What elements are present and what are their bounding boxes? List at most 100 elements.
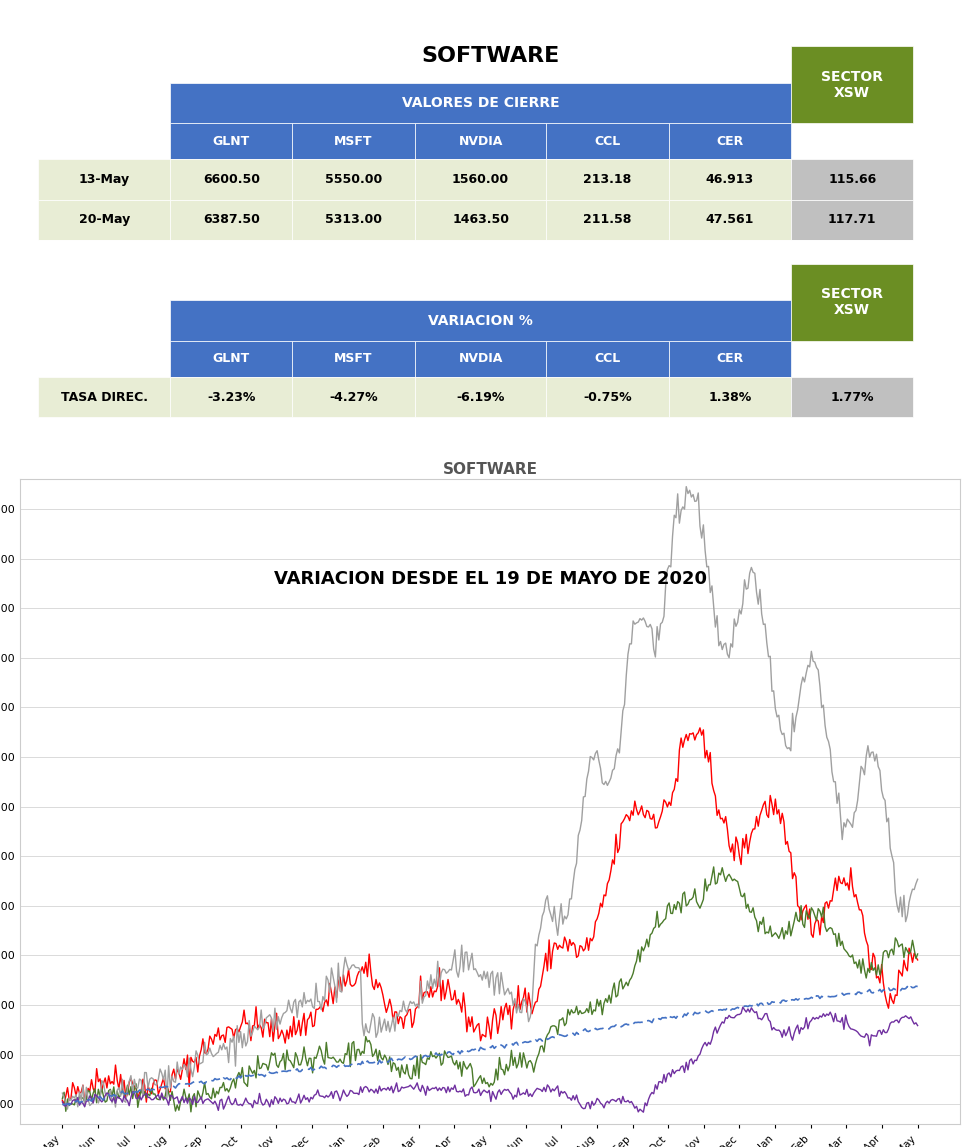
Bar <box>292 341 415 377</box>
Bar <box>292 123 415 159</box>
CCL <box>638 1106 650 1119</box>
NVDIA <box>911 873 923 887</box>
NVDIA <box>895 890 906 904</box>
CER <box>64 1098 75 1111</box>
Line: GLNT: GLNT <box>63 728 917 1103</box>
Bar <box>791 200 913 240</box>
CER <box>57 1098 69 1111</box>
GLNT <box>57 1093 69 1107</box>
Line: CCL: CCL <box>63 1007 917 1113</box>
Bar <box>171 200 292 240</box>
Bar <box>415 377 547 418</box>
Bar <box>668 200 791 240</box>
Bar <box>38 159 171 200</box>
GLNT <box>567 936 579 950</box>
Bar <box>38 377 171 418</box>
Bar <box>547 200 668 240</box>
NVDIA <box>469 962 481 976</box>
GLNT <box>469 1022 481 1036</box>
Bar <box>171 83 791 123</box>
MSFT <box>469 1077 481 1091</box>
Bar <box>171 123 292 159</box>
Text: TASA DIREC.: TASA DIREC. <box>61 391 148 404</box>
Text: 211.58: 211.58 <box>583 213 632 226</box>
CER <box>567 1027 579 1040</box>
Text: SECTOR
XSW: SECTOR XSW <box>821 287 883 318</box>
GLNT <box>465 1020 476 1033</box>
Text: 5550.00: 5550.00 <box>325 173 382 186</box>
Bar <box>547 377 668 418</box>
Bar <box>38 47 171 123</box>
Bar <box>415 159 547 200</box>
MSFT <box>465 1056 476 1070</box>
Text: CER: CER <box>716 352 744 365</box>
Bar <box>547 123 668 159</box>
GLNT <box>521 1005 533 1019</box>
Text: NVDIA: NVDIA <box>459 134 503 148</box>
Bar <box>415 123 547 159</box>
Text: CCL: CCL <box>595 352 620 365</box>
GLNT <box>911 953 923 967</box>
Bar <box>791 264 913 341</box>
Line: MSFT: MSFT <box>63 867 917 1111</box>
CCL <box>911 1019 923 1032</box>
Bar <box>38 264 171 341</box>
GLNT <box>895 966 906 980</box>
CCL <box>895 1012 906 1025</box>
Text: 20-May: 20-May <box>78 213 130 226</box>
NVDIA <box>521 1000 533 1014</box>
Text: 6387.50: 6387.50 <box>203 213 260 226</box>
Text: SECTOR
XSW: SECTOR XSW <box>821 70 883 100</box>
Bar <box>38 200 171 240</box>
NVDIA <box>62 1102 74 1116</box>
NVDIA <box>567 876 579 890</box>
Bar <box>171 341 292 377</box>
MSFT <box>185 1105 197 1118</box>
CCL <box>565 1093 577 1107</box>
Bar <box>171 159 292 200</box>
MSFT <box>567 1006 579 1020</box>
Bar <box>547 341 668 377</box>
Text: GLNT: GLNT <box>213 352 250 365</box>
GLNT <box>694 721 706 735</box>
Text: 46.913: 46.913 <box>706 173 754 186</box>
MSFT <box>57 1092 69 1106</box>
Bar <box>791 377 913 418</box>
Text: SOFTWARE: SOFTWARE <box>420 47 560 67</box>
Bar <box>292 200 415 240</box>
Text: CCL: CCL <box>595 134 620 148</box>
CER <box>911 980 923 993</box>
Bar <box>415 200 547 240</box>
Bar <box>292 377 415 418</box>
CER <box>760 996 771 1009</box>
Text: 13-May: 13-May <box>78 173 129 186</box>
Text: -6.19%: -6.19% <box>457 391 505 404</box>
Bar <box>171 301 791 341</box>
CCL <box>57 1095 69 1109</box>
MSFT <box>708 860 719 874</box>
Bar <box>791 47 913 123</box>
Bar <box>668 377 791 418</box>
MSFT <box>521 1061 533 1075</box>
CCL <box>467 1085 479 1099</box>
Line: NVDIA: NVDIA <box>63 486 917 1109</box>
CCL <box>463 1089 474 1102</box>
CER <box>521 1036 533 1050</box>
Bar <box>292 159 415 200</box>
Text: -4.27%: -4.27% <box>329 391 378 404</box>
Bar <box>791 240 913 280</box>
Text: 1560.00: 1560.00 <box>452 173 510 186</box>
CER <box>910 980 922 993</box>
Bar <box>668 123 791 159</box>
NVDIA <box>680 479 692 493</box>
Title: SOFTWARE: SOFTWARE <box>443 462 537 477</box>
Text: -0.75%: -0.75% <box>583 391 632 404</box>
Text: CER: CER <box>716 134 744 148</box>
Text: MSFT: MSFT <box>334 134 372 148</box>
Text: GLNT: GLNT <box>213 134 250 148</box>
Bar <box>38 240 791 280</box>
Text: VALORES DE CIERRE: VALORES DE CIERRE <box>402 96 560 110</box>
Bar <box>415 341 547 377</box>
GLNT <box>58 1097 70 1110</box>
CER <box>469 1043 481 1056</box>
